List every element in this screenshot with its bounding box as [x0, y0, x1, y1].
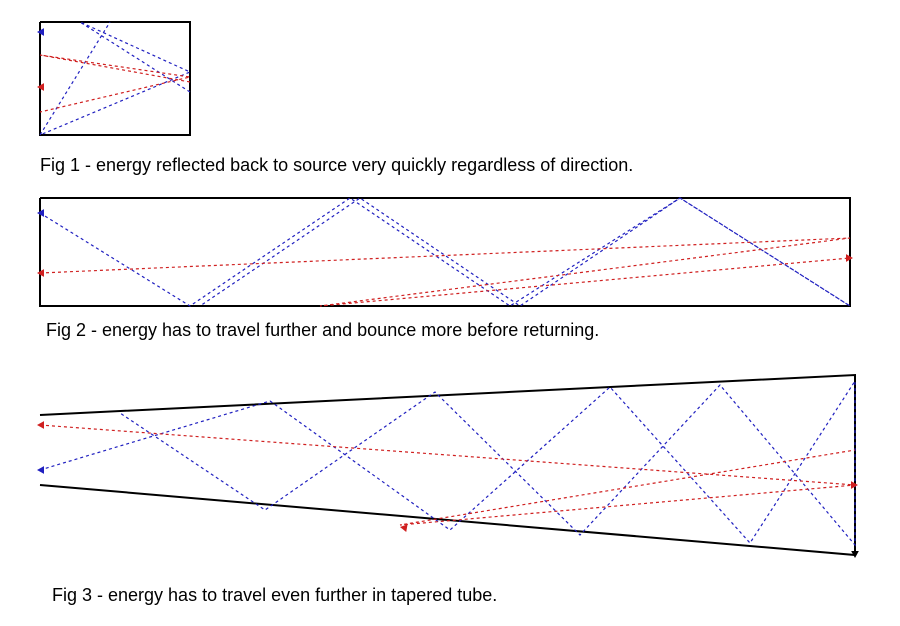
fig3-blue-arrow	[37, 466, 44, 474]
fig1-caption: Fig 1 - energy reflected back to source …	[40, 155, 633, 176]
fig3-red-arrow-left	[37, 421, 44, 429]
fig1-blue-ray	[40, 22, 190, 135]
fig2-red-ray	[40, 238, 850, 306]
fig1-border	[40, 22, 190, 135]
fig3-diagram	[40, 375, 855, 555]
fig3-red-ray	[40, 425, 855, 525]
fig3-caption: Fig 3 - energy has to travel even furthe…	[52, 585, 497, 606]
fig1-diagram	[40, 22, 190, 135]
fig2-diagram	[40, 198, 850, 306]
fig2-caption: Fig 2 - energy has to travel further and…	[46, 320, 599, 341]
